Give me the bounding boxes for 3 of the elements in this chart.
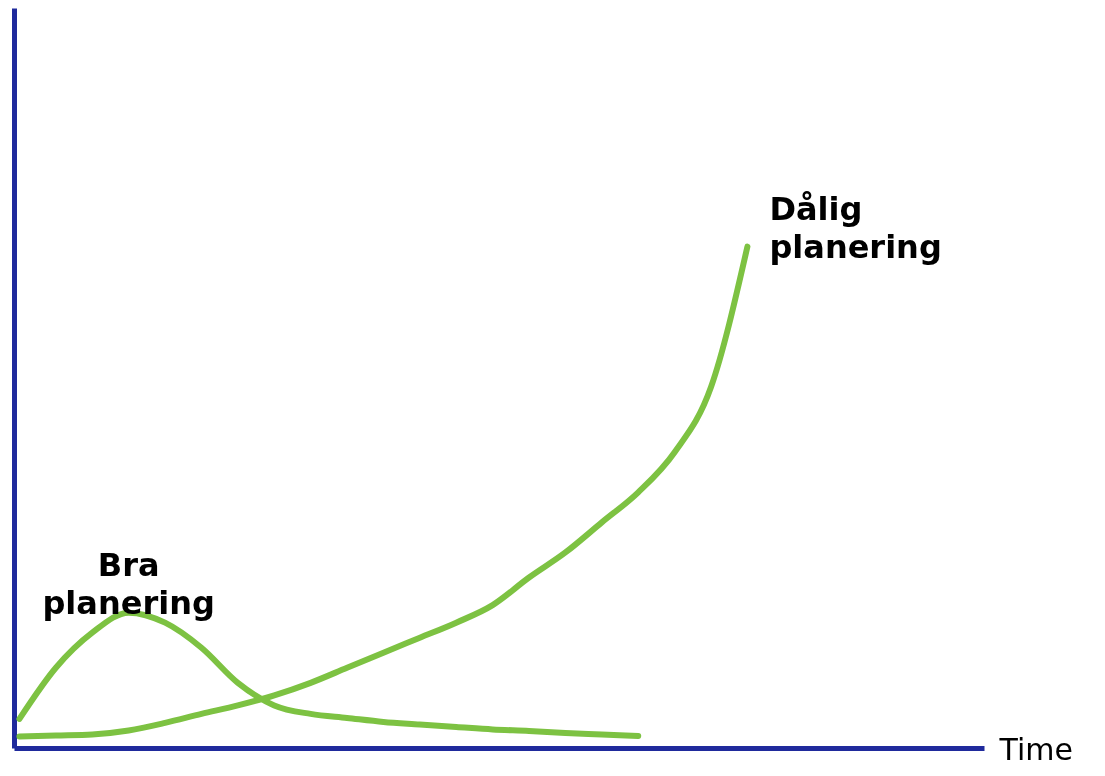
x-axis-title: Time (998, 731, 1073, 767)
series-label: Bra planering (42, 545, 215, 622)
series-label: Dålig planering (769, 189, 942, 266)
